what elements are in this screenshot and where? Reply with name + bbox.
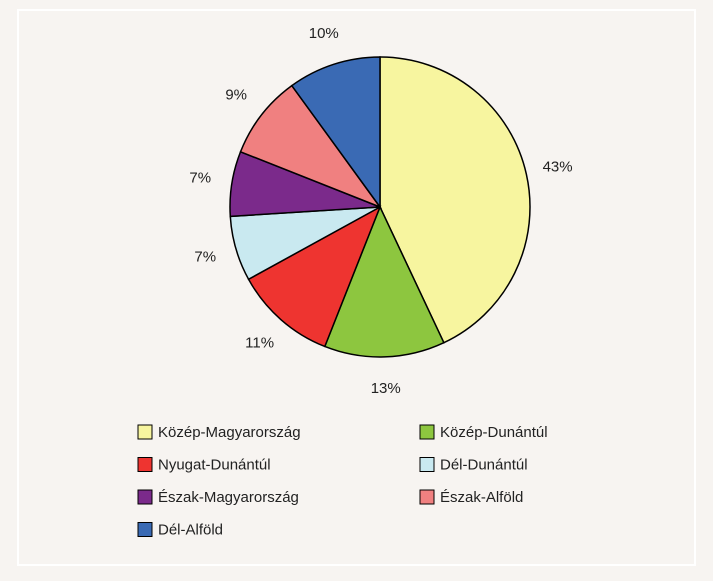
legend-swatch: [419, 489, 435, 505]
pie-slice: [323, 205, 445, 358]
data-label: 13%: [371, 380, 401, 397]
data-label: 9%: [225, 86, 247, 103]
frame: [17, 9, 696, 566]
legend-label: Közép-Dunántúl: [440, 424, 548, 441]
data-label: 11%: [245, 334, 274, 351]
pie-slice: [239, 84, 383, 209]
legend-swatch: [137, 489, 153, 505]
legend-label: Észak-Magyarország: [158, 489, 299, 506]
pie-slice: [290, 56, 381, 210]
legend-label: Nyugat-Dunántúl: [158, 456, 271, 473]
legend-swatch: [137, 522, 153, 537]
legend-label: Dél-Alföld: [158, 521, 223, 538]
pie-slice: [379, 56, 531, 344]
legend-label: Közép-Magyarország: [158, 424, 301, 441]
pie-slice: [247, 205, 382, 348]
data-label: 43%: [543, 158, 573, 175]
legend-swatch: [137, 457, 153, 472]
data-label: 7%: [194, 249, 216, 266]
legend-swatch: [419, 457, 435, 472]
data-label: 10%: [309, 25, 339, 42]
legend-swatch: [137, 424, 153, 440]
data-label: 7%: [189, 169, 211, 186]
legend-label: Észak-Alföld: [440, 489, 523, 506]
legend-swatch: [419, 424, 435, 440]
legend-label: Dél-Dunántúl: [440, 456, 528, 473]
